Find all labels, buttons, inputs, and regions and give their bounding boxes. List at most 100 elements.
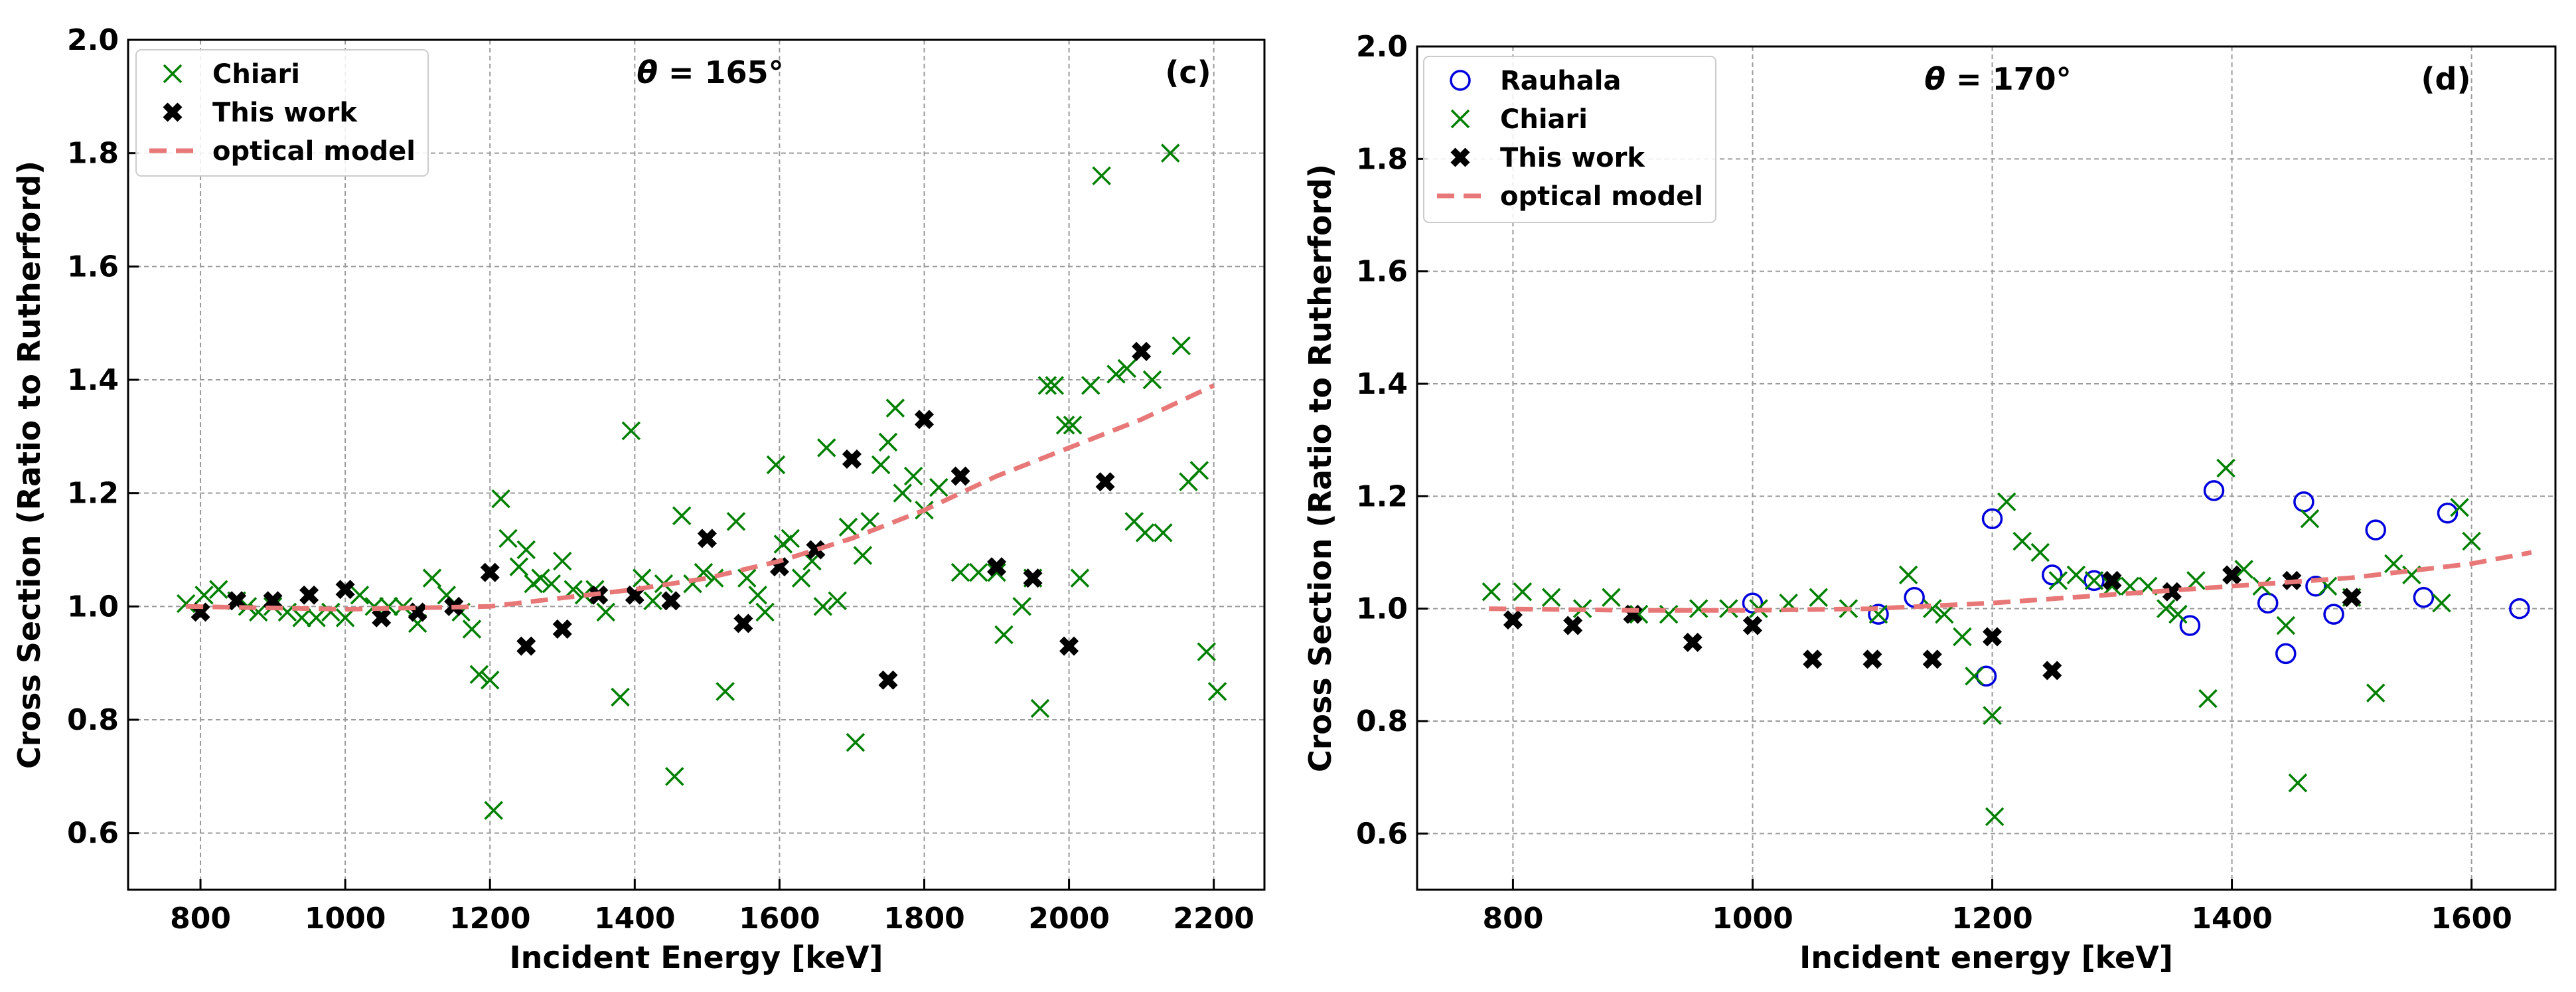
data-point	[1055, 416, 1075, 435]
data-point	[1095, 472, 1115, 492]
x-stroke-b	[1030, 699, 1050, 718]
series-this-work	[1503, 565, 2362, 681]
data-point	[1898, 565, 1918, 585]
x-stroke-b	[2030, 542, 2050, 562]
data-point	[1092, 166, 1111, 186]
legend-label: optical model	[212, 136, 416, 167]
data-point	[726, 512, 746, 531]
X-stroke-b	[2342, 588, 2362, 608]
data-point	[1965, 667, 1984, 686]
x-stroke-b	[1045, 376, 1065, 395]
data-point	[2323, 604, 2344, 625]
X-stroke-b	[163, 102, 183, 122]
data-point	[846, 732, 866, 752]
legend-label: optical model	[1500, 181, 1703, 212]
X-stroke-b	[733, 614, 753, 633]
x-stroke-b	[176, 594, 196, 614]
x-tick-label: 1600	[2431, 902, 2512, 936]
x-stroke-b	[903, 466, 923, 486]
x-axis-title: Incident energy [keV]	[1799, 940, 2173, 975]
data-point	[2300, 509, 2320, 529]
data-point	[1037, 376, 1057, 395]
x-stroke-b	[748, 586, 767, 605]
data-point	[2384, 554, 2403, 574]
data-point	[2413, 586, 2435, 608]
data-point	[1081, 376, 1100, 395]
data-point	[766, 455, 786, 475]
data-point	[632, 568, 652, 588]
data-point	[853, 546, 873, 565]
data-point	[1953, 627, 1972, 647]
x-stroke-b	[1037, 376, 1057, 395]
data-point	[2198, 689, 2218, 708]
x-stroke-b	[1142, 370, 1162, 390]
data-point	[2257, 592, 2279, 614]
X-stroke-b	[1023, 568, 1043, 588]
X-stroke-b	[2222, 565, 2242, 585]
x-stroke-b	[1868, 604, 1888, 624]
data-point	[871, 455, 891, 475]
y-tick-label: 1.4	[67, 363, 119, 397]
legend: Rauhala Chiari This work optical model	[1423, 56, 1716, 223]
legend-item: This work	[1450, 143, 1645, 173]
data-point	[462, 620, 482, 639]
X-stroke-b	[806, 540, 826, 560]
x-stroke-b	[828, 591, 847, 611]
data-point	[885, 398, 905, 418]
y-tick-label: 2.0	[67, 23, 119, 57]
y-tick-label: 1.8	[67, 137, 119, 171]
x-stroke-b	[335, 608, 355, 627]
legend-item: Chiari	[1450, 104, 1588, 135]
data-point	[553, 551, 572, 571]
X-stroke-b	[950, 466, 970, 486]
x-stroke-b	[643, 591, 662, 611]
data-point	[1975, 665, 1997, 687]
x-stroke-b	[1602, 588, 1621, 607]
data-point	[1117, 359, 1137, 378]
data-point	[2084, 570, 2105, 592]
y-tick-label: 1.6	[67, 250, 119, 284]
x-tick-label: 2000	[1028, 902, 1109, 936]
data-point	[1602, 588, 1621, 607]
data-point	[950, 466, 970, 486]
x-stroke-b	[2012, 531, 2032, 551]
X-stroke-b	[1563, 616, 1583, 635]
x-stroke-b	[755, 602, 775, 622]
data-point	[2203, 480, 2225, 501]
x-stroke-b	[838, 517, 858, 537]
data-point	[737, 568, 757, 588]
x-tick-label: 2200	[1173, 902, 1254, 936]
data-point	[2222, 565, 2242, 585]
X-stroke-b	[335, 580, 355, 600]
x-stroke-b	[321, 602, 341, 622]
x-stroke-b	[2450, 498, 2469, 517]
data-point	[828, 591, 847, 611]
data-point	[665, 767, 684, 786]
x-stroke-b	[2462, 531, 2481, 551]
data-point	[2450, 498, 2469, 517]
plot-frame	[127, 39, 1266, 891]
x-stroke-b	[987, 562, 1006, 582]
y-tick-label: 1.0	[67, 590, 119, 623]
data-point	[842, 449, 862, 469]
legend-marker	[163, 64, 183, 84]
angle-annotation: θ = 170°	[1924, 61, 2071, 97]
optical-model-curve	[186, 383, 1215, 612]
x-stroke-b	[350, 586, 370, 605]
data-point	[2288, 773, 2308, 793]
data-point	[2366, 683, 2386, 703]
data-point	[2432, 593, 2451, 613]
x-stroke-b	[929, 477, 948, 497]
data-point	[1742, 616, 1763, 635]
plot-frame	[1416, 45, 2557, 891]
x-stroke-b	[860, 512, 879, 531]
series-optical-model	[1489, 550, 2532, 613]
data-point	[2066, 565, 2086, 585]
legend-item: This work	[163, 98, 358, 128]
data-point	[516, 636, 536, 656]
data-point	[813, 597, 833, 616]
x-stroke-b	[491, 489, 510, 509]
x-stroke-b	[2198, 689, 2218, 708]
data-point	[1106, 365, 1126, 384]
data-point	[2102, 576, 2122, 596]
